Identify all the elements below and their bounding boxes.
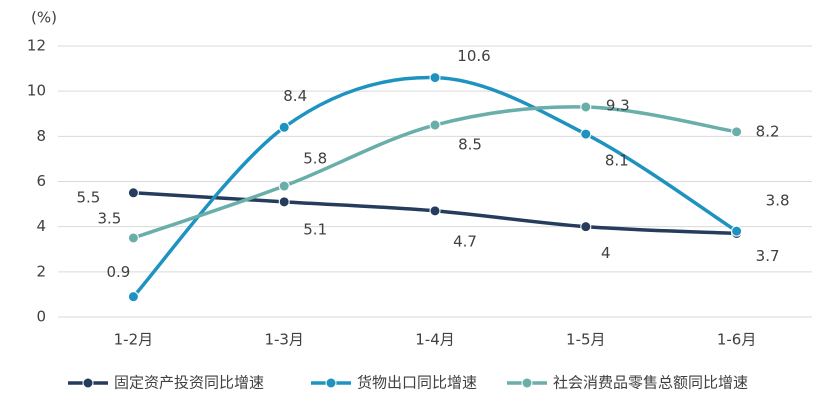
- y-tick-label: 4: [36, 217, 46, 235]
- y-tick-label: 10: [27, 82, 46, 100]
- y-axis-label: (%): [31, 9, 57, 27]
- legend-label: 货物出口同比增速: [357, 374, 477, 392]
- x-tick-label: 1-2月: [114, 331, 154, 349]
- legend-marker: [325, 377, 337, 389]
- x-tick-label: 1-4月: [415, 331, 455, 349]
- point: [278, 196, 290, 208]
- point: [580, 128, 592, 140]
- y-tick-label: 0: [36, 308, 46, 326]
- legend-marker: [521, 377, 533, 389]
- point: [580, 101, 592, 113]
- legend-label: 社会消费品零售总额同比增速: [553, 374, 748, 392]
- point: [127, 187, 139, 199]
- point: [278, 121, 290, 133]
- y-tick-label: 8: [36, 127, 46, 145]
- y-tick-label: 6: [36, 172, 46, 190]
- data-label: 4: [601, 244, 611, 262]
- point: [429, 205, 441, 217]
- point: [127, 232, 139, 244]
- legend-marker: [82, 377, 94, 389]
- data-label: 10.6: [457, 47, 490, 65]
- data-label: 3.8: [766, 192, 790, 210]
- data-label: 8.5: [458, 136, 482, 154]
- point: [731, 225, 743, 237]
- point: [429, 72, 441, 84]
- point: [580, 221, 592, 233]
- data-label: 8.2: [756, 122, 780, 140]
- data-label: 5.1: [303, 220, 327, 238]
- data-label: 0.9: [106, 263, 130, 281]
- data-label: 8.4: [283, 87, 307, 105]
- data-label: 8.1: [605, 152, 629, 170]
- x-tick-label: 1-6月: [717, 331, 757, 349]
- x-tick-label: 1-3月: [264, 331, 304, 349]
- data-label: 9.3: [606, 96, 630, 114]
- data-label: 3.5: [97, 209, 121, 227]
- data-label: 5.5: [76, 188, 100, 206]
- legend-label: 固定资产投资同比增速: [114, 374, 264, 392]
- series-line: [132, 75, 738, 298]
- point: [429, 119, 441, 131]
- data-label: 3.7: [756, 247, 780, 265]
- x-tick-label: 1-5月: [566, 331, 606, 349]
- data-label: 5.8: [303, 150, 327, 168]
- point: [731, 126, 743, 138]
- point: [278, 180, 290, 192]
- y-tick-label: 2: [36, 262, 46, 280]
- point: [127, 291, 139, 303]
- y-tick-label: 12: [27, 37, 46, 55]
- data-label: 4.7: [453, 232, 477, 250]
